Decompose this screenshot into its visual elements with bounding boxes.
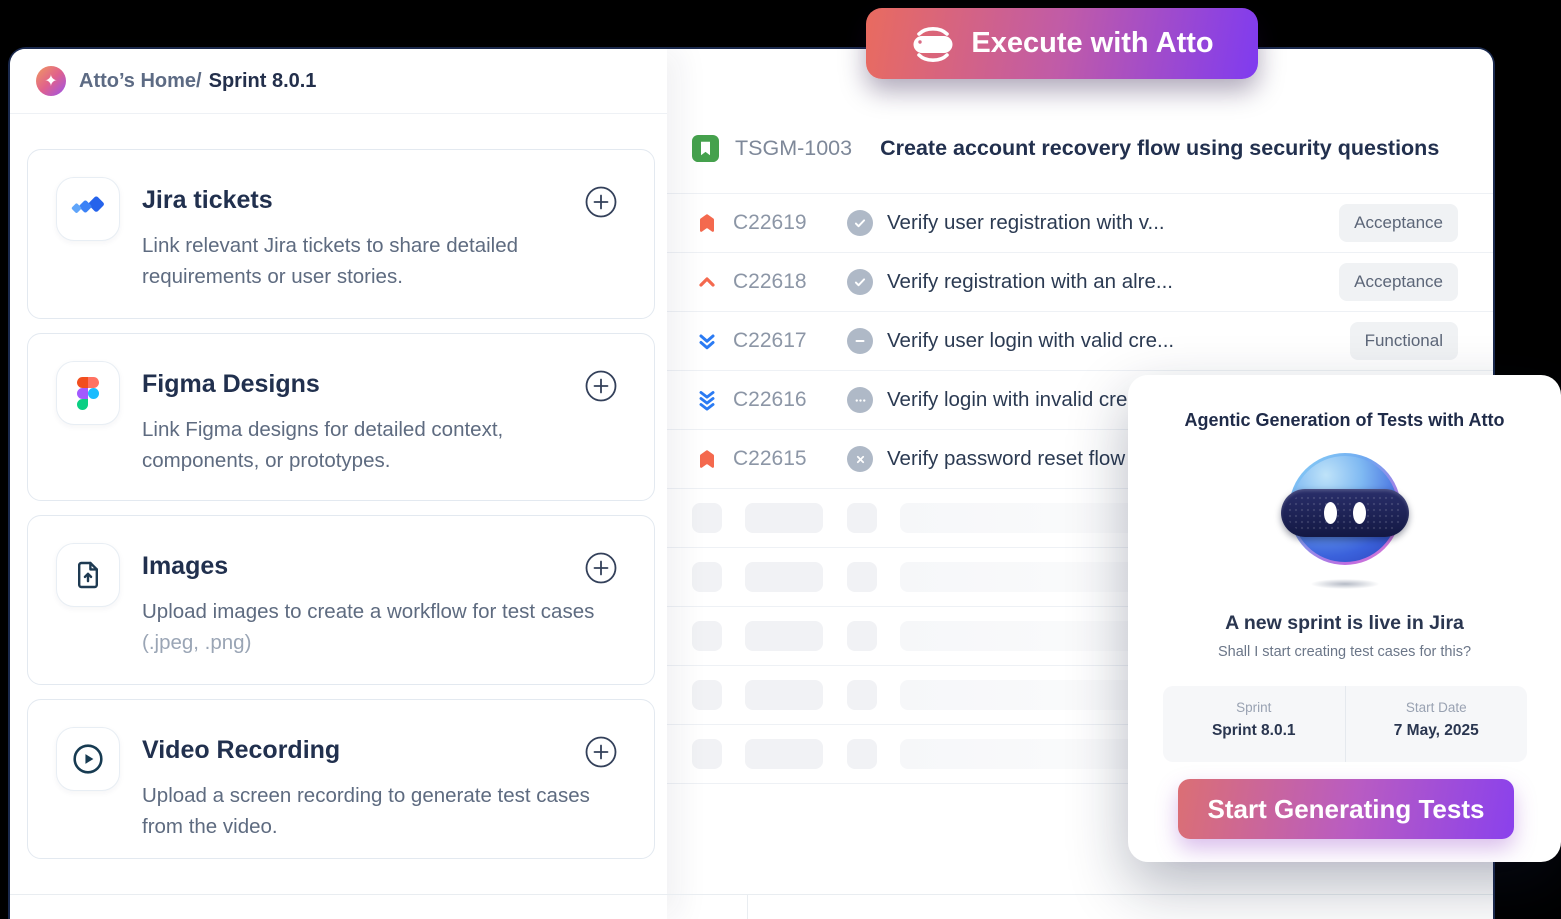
test-case-id: C22615: [733, 447, 807, 470]
test-case-row[interactable]: C22619 Verify user registration with v..…: [667, 194, 1493, 253]
priority-highest-icon: [694, 446, 720, 472]
card-title: Figma Designs: [142, 370, 320, 398]
status-failed-icon: [847, 446, 873, 472]
status-in-progress-icon: [847, 387, 873, 413]
status-done-icon: [847, 210, 873, 236]
video-play-icon: [56, 727, 120, 791]
sprint-info-box: Sprint Sprint 8.0.1 Start Date 7 May, 20…: [1163, 686, 1527, 762]
footer-vertical-divider: [747, 894, 748, 919]
test-case-row[interactable]: C22618 Verify registration with an alre.…: [667, 253, 1493, 312]
test-case-row[interactable]: C22615 Verify password reset flow: [667, 430, 1493, 489]
test-type-badge: Acceptance: [1339, 263, 1458, 301]
card-description: Link Figma designs for detailed context,…: [142, 418, 504, 472]
video-recording-card[interactable]: Video Recording Upload a screen recordin…: [27, 699, 655, 859]
jira-tickets-card[interactable]: Jira tickets Link relevant Jira tickets …: [27, 149, 655, 319]
popup-subheading: Shall I start creating test cases for th…: [1217, 644, 1472, 660]
test-type-badge: Acceptance: [1339, 204, 1458, 242]
execute-with-atto-button[interactable]: Execute with Atto: [866, 8, 1258, 79]
test-case-id: C22619: [733, 211, 807, 234]
priority-low-icon: [694, 328, 720, 354]
story-bookmark-icon: [692, 135, 719, 162]
status-skipped-icon: [847, 328, 873, 354]
image-upload-icon: [56, 543, 120, 607]
card-description: Upload images to create a workflow for t…: [142, 600, 595, 654]
priority-highest-icon: [694, 210, 720, 236]
test-case-row[interactable]: C22617 Verify user login with valid cre.…: [667, 312, 1493, 371]
add-image-button[interactable]: [584, 551, 618, 585]
atto-robot-illustration: [1260, 453, 1430, 595]
breadcrumb: ✦ Atto’s Home/ Sprint 8.0.1: [10, 49, 667, 114]
add-video-button[interactable]: [584, 735, 618, 769]
figma-designs-card[interactable]: Figma Designs Link Figma designs for det…: [27, 333, 655, 501]
jira-logo-icon: [56, 177, 120, 241]
popup-title: Agentic Generation of Tests with Atto: [1184, 410, 1505, 430]
start-date-label: Start Date: [1405, 700, 1467, 715]
add-figma-button[interactable]: [584, 369, 618, 403]
test-case-title: Verify user login with valid cre...: [887, 329, 1175, 352]
atto-robot-icon: [913, 26, 953, 62]
robot-eye-left: [1323, 502, 1337, 524]
test-case-id: C22616: [733, 388, 807, 411]
breadcrumb-sprint: Sprint 8.0.1: [208, 69, 317, 92]
figma-logo-icon: [56, 361, 120, 425]
status-done-icon: [847, 269, 873, 295]
attachments-panel: ✦ Atto’s Home/ Sprint 8.0.1: [10, 49, 667, 919]
test-case-title: Verify login with invalid cred: [887, 388, 1139, 411]
robot-visor: [1280, 489, 1409, 537]
agentic-popup: Agentic Generation of Tests with Atto A …: [1128, 375, 1561, 862]
sprint-value: Sprint 8.0.1: [1211, 722, 1296, 739]
breadcrumb-home[interactable]: Atto’s Home/: [79, 69, 202, 92]
test-case-title: Verify password reset flow: [887, 447, 1126, 470]
test-case-row[interactable]: C22616 Verify login with invalid cred: [667, 371, 1493, 430]
popup-heading: A new sprint is live in Jira: [1225, 612, 1464, 634]
priority-high-icon: [694, 269, 720, 295]
attachment-cards: Jira tickets Link relevant Jira tickets …: [27, 149, 655, 859]
atto-sparkle-icon: ✦: [36, 66, 66, 96]
priority-lowest-icon: [694, 387, 720, 413]
sprint-column: Sprint Sprint 8.0.1: [1163, 686, 1345, 762]
card-description: Upload a screen recording to generate te…: [142, 784, 590, 838]
images-card[interactable]: Images Upload images to create a workflo…: [27, 515, 655, 685]
card-title: Jira tickets: [142, 186, 273, 214]
card-description: Link relevant Jira tickets to share deta…: [142, 234, 519, 288]
card-title: Images: [142, 552, 229, 580]
test-case-id: C22618: [733, 270, 807, 293]
start-date-column: Start Date 7 May, 2025: [1344, 686, 1528, 762]
card-description-muted: (.jpeg, .png): [142, 631, 252, 654]
start-generating-tests-button[interactable]: Start Generating Tests: [1178, 779, 1514, 839]
sprint-label: Sprint: [1236, 700, 1272, 715]
test-case-title: Verify registration with an alre...: [887, 270, 1173, 293]
test-case-title: Verify user registration with v...: [887, 211, 1165, 234]
robot-shadow: [1310, 579, 1379, 589]
card-title: Video Recording: [142, 736, 341, 764]
test-case-id: C22617: [733, 329, 807, 352]
footer-divider: [10, 894, 1493, 895]
test-type-badge: Functional: [1349, 322, 1458, 360]
story-key: TSGM-1003: [735, 136, 853, 160]
add-jira-button[interactable]: [584, 185, 618, 219]
robot-eye-right: [1352, 502, 1366, 524]
start-date-value: 7 May, 2025: [1393, 722, 1479, 739]
story-header: TSGM-1003 Create account recovery flow u…: [667, 49, 1493, 194]
story-title: Create account recovery flow using secur…: [880, 136, 1440, 160]
